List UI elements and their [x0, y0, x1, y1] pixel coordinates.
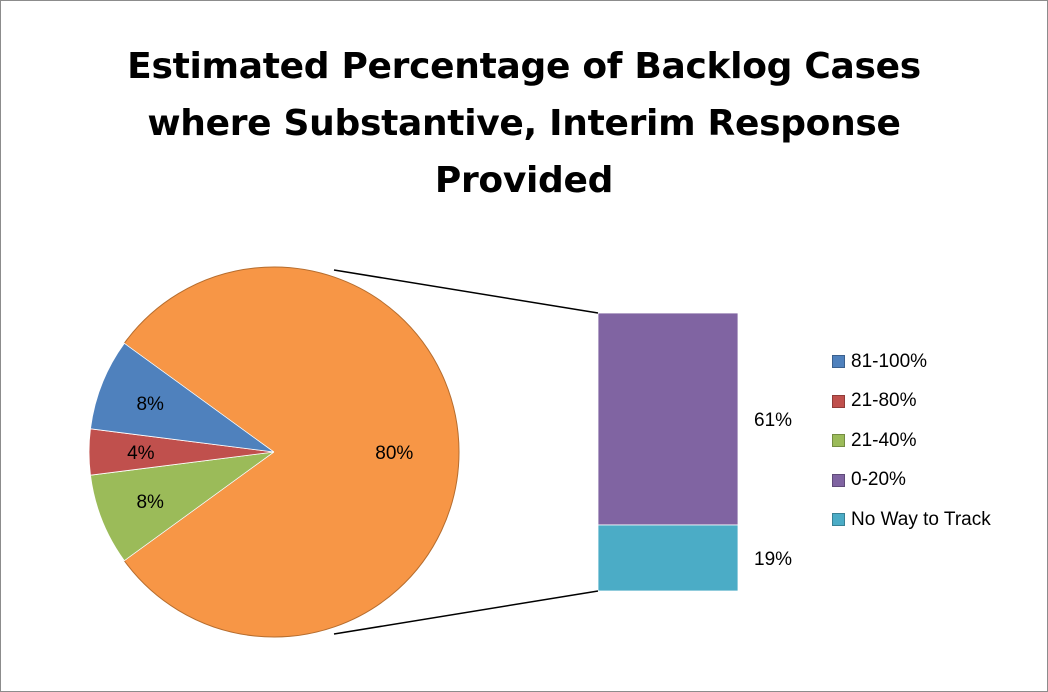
legend-swatch-0-20 — [832, 473, 845, 487]
legend-item-21-40: 21-40% — [832, 421, 991, 461]
legend-item-81-100: 81-100% — [832, 342, 991, 382]
secondary-bar-group — [597, 312, 739, 592]
connector-line-top — [333, 269, 599, 314]
legend-item-0-20: 0-20% — [832, 461, 991, 501]
pie-slice-81-100 — [90, 342, 275, 453]
chart-title-line-3: Provided — [434, 160, 614, 201]
chart-title-line-1: Estimated Percentage of Backlog Cases — [127, 46, 921, 87]
legend-label-0-20: 0-20% — [851, 469, 906, 491]
legend-swatch-21-80 — [832, 394, 845, 408]
bar-segment-0-20 — [597, 312, 739, 526]
legend-item-21-80: 21-80% — [832, 382, 991, 422]
legend-swatch-21-40 — [832, 434, 845, 448]
legend-label-21-80: 21-80% — [851, 390, 917, 412]
chart-title: Estimated Percentage of Backlog Cases wh… — [60, 38, 988, 209]
pie-label-81-100: 8% — [136, 394, 164, 415]
pie-label-21-40: 8% — [136, 492, 164, 513]
legend-swatch-no-way-to-track — [832, 513, 845, 527]
pie-label-other: 80% — [375, 443, 413, 464]
bar-segment-no-way-to-track — [597, 524, 739, 592]
legend-swatch-81-100 — [832, 355, 845, 369]
legend-label-81-100: 81-100% — [851, 350, 928, 372]
bar-label-0-20: 61% — [754, 410, 792, 431]
chart-legend: 81-100% 21-80% 21-40% 0-20% No Way to Track — [832, 342, 991, 540]
pie-label-21-80: 4% — [127, 443, 155, 464]
legend-label-21-40: 21-40% — [851, 429, 917, 451]
legend-item-no-way-to-track: No Way to Track — [832, 500, 991, 540]
chart-title-line-2: where Substantive, Interim Response — [147, 103, 901, 144]
pie-slice-21-40 — [90, 451, 275, 562]
legend-label-no-way-to-track: No Way to Track — [851, 508, 991, 530]
pie-slice-other — [123, 266, 460, 638]
connector-line-bottom — [333, 590, 599, 635]
bar-label-no-way-to-track: 19% — [754, 549, 792, 570]
pie-group — [88, 266, 460, 638]
